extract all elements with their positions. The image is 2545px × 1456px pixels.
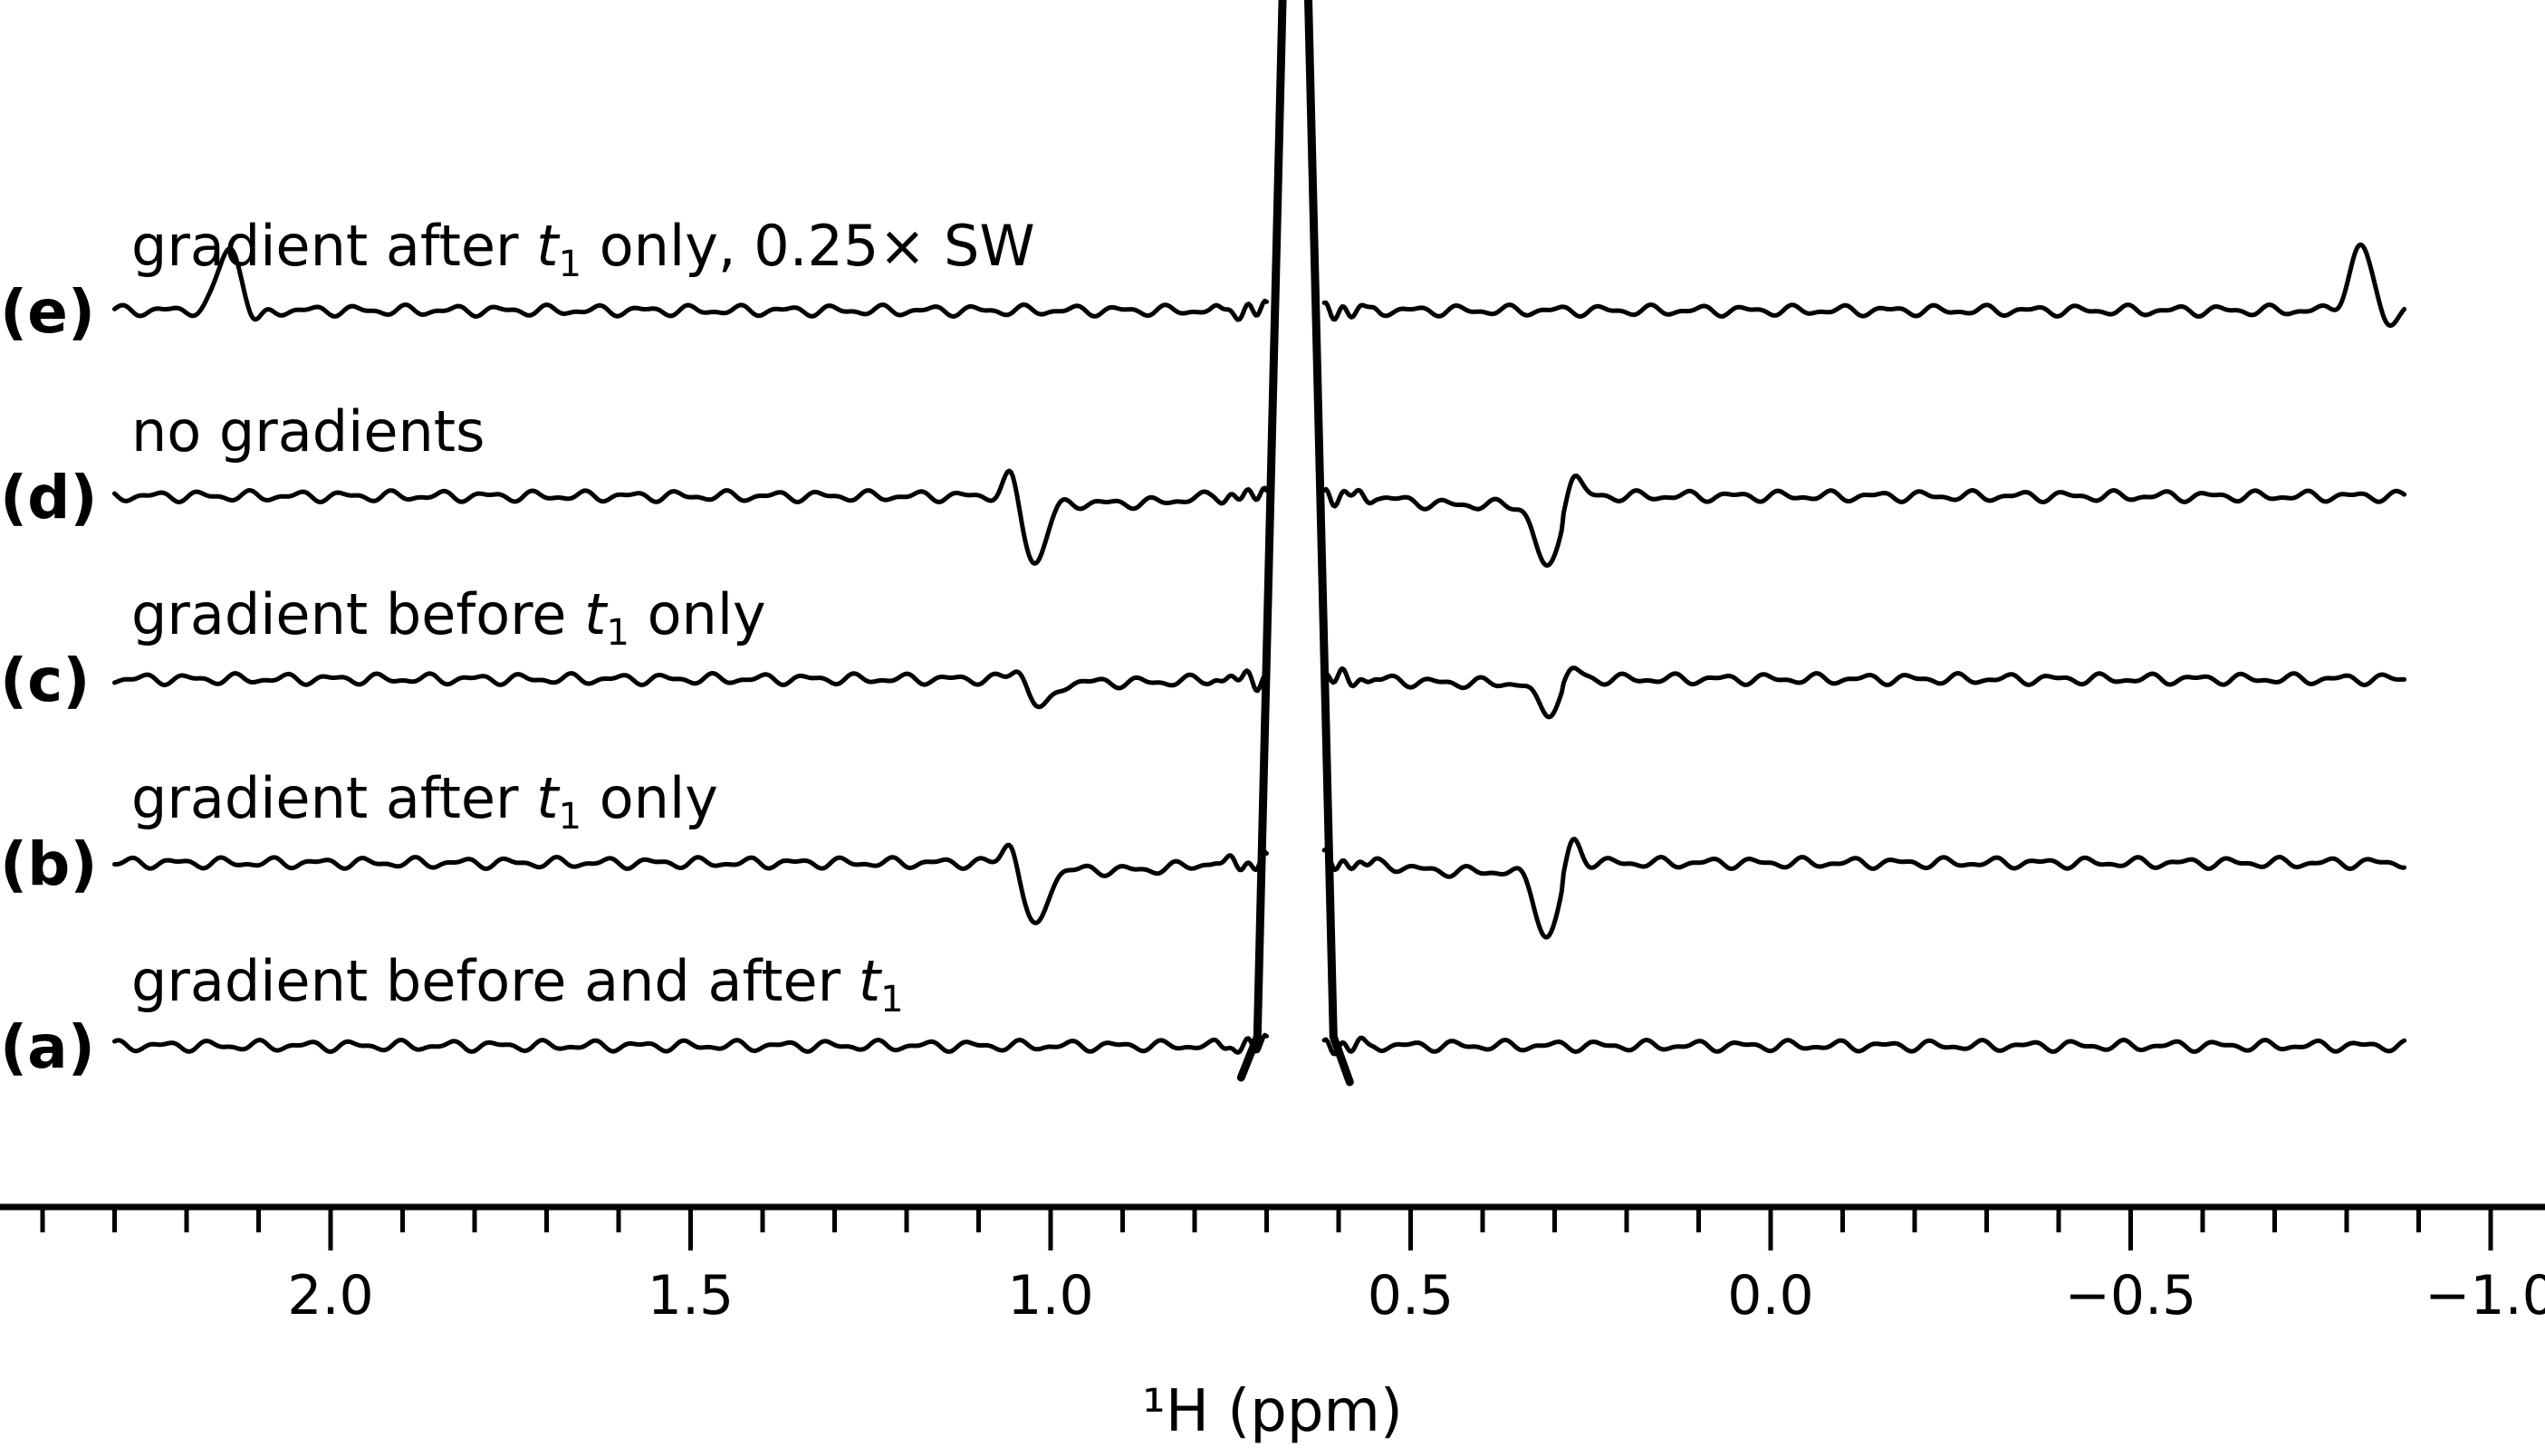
panel-label-d: (d) [0,463,98,532]
trace-captions: gradient before and after t1 gradient aft… [131,213,1035,1020]
spectrum-trace-d-seg2 [1321,473,2407,568]
x-tick-label: 1.0 [1007,1264,1093,1327]
spectrum-trace-e-seg1 [112,246,1269,322]
panel-label-e: (e) [0,277,95,347]
spectrum-trace-b-seg1 [112,842,1269,925]
panel-label-b: (b) [0,829,98,899]
main-peak-right-edge [1304,0,1354,1087]
x-axis-title: ¹H (ppm) [1142,1378,1403,1445]
spectrum-trace-a-seg1 [112,1032,1269,1055]
x-tick-label: 0.5 [1368,1264,1454,1327]
trace-caption-d: no gradients [131,398,485,465]
x-tick-label: 1.5 [648,1264,734,1327]
spectrum-traces [112,242,2407,1057]
x-tick-label: 2.0 [287,1264,373,1327]
main-peak-left-edge [1236,0,1287,1082]
x-tick-label: 0.0 [1727,1264,1813,1327]
panel-label-a: (a) [0,1012,95,1082]
spectrum-trace-c-seg2 [1321,666,2407,720]
x-tick-label: −1.0 [2425,1264,2545,1327]
spectrum-trace-e-seg2 [1321,242,2407,329]
trace-caption-c: gradient before t1 only [131,581,766,654]
trace-caption-b: gradient after t1 only [131,765,718,838]
x-tick-label: −0.5 [2065,1264,2197,1327]
spectrum-trace-d-seg1 [112,468,1269,566]
spectrum-trace-c-seg1 [112,668,1269,710]
main-peak-group [1236,0,1354,1087]
trace-caption-a: gradient before and after t1 [131,948,904,1020]
spectrum-trace-a-seg2 [1321,1035,2407,1057]
x-axis: 2.0 1.5 1.0 0.5 0.0 −0.5 −1.0 [0,1203,2545,1327]
trace-caption-e: gradient after t1 only, 0.25× SW [131,213,1035,285]
panel-labels: (a) (b) (c) (d) (e) [0,277,98,1082]
panel-label-c: (c) [0,646,90,715]
spectrum-trace-b-seg2 [1321,837,2407,940]
